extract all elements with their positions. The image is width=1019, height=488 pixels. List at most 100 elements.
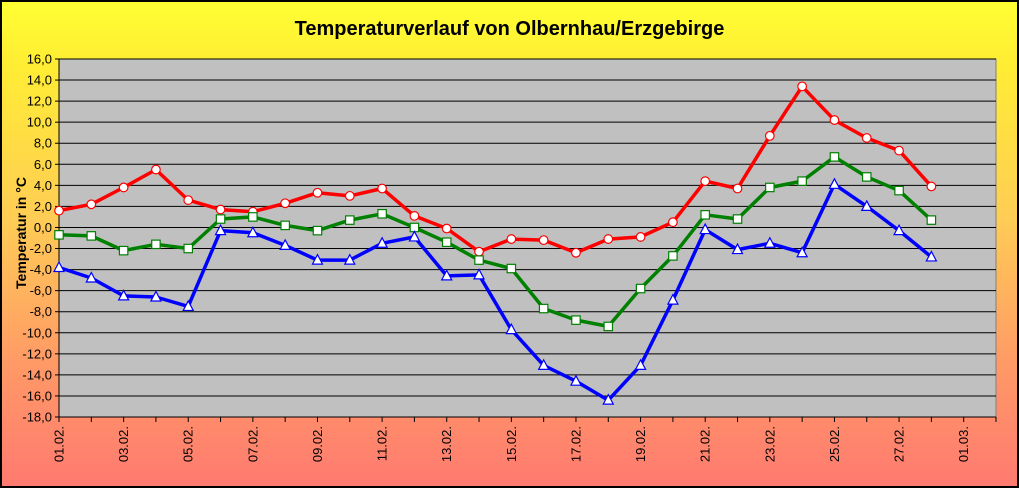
series-3-point bbox=[666, 293, 679, 305]
y-tick-label: -4,0 bbox=[30, 262, 52, 277]
y-tick-labels: 16,0 14,0 12,0 10,0 8,0 6,0 4,0 2,0 0,0 -2,0 -4,0 -… bbox=[22, 52, 52, 425]
x-tick-label: 25.02. bbox=[827, 426, 842, 462]
series-3-point bbox=[828, 177, 841, 189]
series-2-point bbox=[797, 176, 807, 186]
y-tick-label: 2,0 bbox=[34, 199, 52, 214]
series-3-point bbox=[505, 322, 518, 335]
series-1-point bbox=[506, 234, 517, 244]
series-1-point bbox=[280, 198, 291, 209]
x-tick-label: 09.02. bbox=[310, 426, 325, 462]
series-3-point bbox=[860, 199, 873, 212]
series-3-point bbox=[537, 358, 550, 371]
y-tick-label: 8,0 bbox=[34, 136, 52, 151]
series-3-point bbox=[85, 271, 98, 283]
series-3-point bbox=[731, 242, 744, 255]
series-2-point bbox=[571, 315, 581, 325]
series-1-point bbox=[926, 181, 937, 192]
series-line-1 bbox=[58, 84, 933, 255]
series-2-point bbox=[668, 251, 678, 261]
series-3-point bbox=[53, 260, 65, 273]
series-1-point bbox=[829, 115, 840, 125]
series-2-point bbox=[861, 172, 872, 182]
series-2-point bbox=[215, 214, 226, 224]
series-1-point bbox=[312, 187, 323, 198]
x-tick-label: 11.02. bbox=[375, 426, 390, 461]
x-tick-labels: 01.02. 03.02. 05.02. 07.02. 09.02. 11.02. 13.0… bbox=[52, 426, 972, 462]
series-2-point bbox=[506, 263, 517, 274]
series-3-point bbox=[117, 289, 130, 301]
series-1-point bbox=[54, 205, 64, 216]
series-3-point bbox=[699, 222, 712, 235]
series-1-point bbox=[118, 182, 129, 193]
series-2-point bbox=[248, 212, 258, 222]
series-2-point bbox=[118, 245, 129, 256]
series-1-point bbox=[474, 246, 484, 257]
series-3-point bbox=[182, 299, 195, 312]
series-3-point bbox=[925, 250, 938, 262]
chart-title: Temperaturverlauf von Olbernhau/Erzgebir… bbox=[294, 18, 725, 40]
series-1-point bbox=[667, 217, 678, 228]
y-tick-label: 0,0 bbox=[34, 220, 52, 235]
series-3-point bbox=[602, 393, 615, 405]
series-1-point bbox=[603, 234, 614, 244]
series-1-point bbox=[215, 204, 226, 215]
y-tick-label: 6,0 bbox=[34, 157, 52, 172]
series-3-point bbox=[343, 253, 356, 265]
x-tick-label: 19.02. bbox=[633, 426, 648, 462]
series-1-point bbox=[797, 81, 808, 92]
x-tick-label: 17.02. bbox=[568, 426, 583, 462]
series-2-point bbox=[829, 152, 840, 162]
series-1-point bbox=[894, 145, 904, 156]
series-3-point bbox=[279, 238, 292, 250]
series-3-point bbox=[149, 290, 162, 302]
y-tick-label: 12,0 bbox=[27, 94, 52, 109]
series-3-point bbox=[569, 374, 582, 386]
series-1-point bbox=[441, 223, 452, 234]
series-3-point bbox=[408, 230, 421, 242]
series-2-point bbox=[280, 220, 290, 231]
series-1-point bbox=[377, 183, 388, 194]
x-tick-label: 05.02. bbox=[181, 426, 196, 462]
series-1-point bbox=[571, 247, 581, 258]
series-2-point bbox=[441, 237, 452, 248]
series-3-point bbox=[440, 269, 453, 281]
series-3-point bbox=[376, 236, 389, 248]
series-2-point bbox=[732, 214, 743, 224]
x-tick-label: 01.03. bbox=[956, 426, 971, 462]
x-tick-label: 13.02. bbox=[439, 426, 454, 462]
series-1-point bbox=[764, 130, 775, 141]
y-tick-label: 14,0 bbox=[27, 73, 52, 88]
y-tick-label: -12,0 bbox=[22, 346, 52, 361]
series-3-point bbox=[473, 268, 486, 280]
y-tick-label: 16,0 bbox=[27, 52, 52, 67]
series-2-point bbox=[700, 210, 711, 220]
series-1-point bbox=[861, 133, 872, 143]
series-1-point bbox=[183, 195, 194, 205]
series-2-point bbox=[765, 182, 775, 193]
series-1-point bbox=[344, 190, 355, 201]
x-tick-label: 21.02. bbox=[698, 426, 713, 462]
y-tick-label: -16,0 bbox=[22, 388, 52, 403]
series-2-point bbox=[183, 243, 194, 254]
y-tick-label: -10,0 bbox=[22, 325, 52, 340]
series-3-point bbox=[246, 225, 259, 238]
series-line-2 bbox=[58, 155, 933, 329]
x-tick-label: 03.02. bbox=[116, 426, 131, 462]
series-2-point bbox=[926, 215, 937, 225]
series-2-point bbox=[54, 230, 64, 240]
series-lines bbox=[58, 84, 933, 402]
x-tick-label: 15.02. bbox=[504, 426, 519, 462]
series-1-point bbox=[86, 199, 97, 210]
x-tick-label: 07.02. bbox=[245, 426, 260, 462]
series-1-point bbox=[409, 210, 420, 221]
series-1-point bbox=[732, 183, 743, 194]
series-2-point bbox=[538, 303, 549, 314]
series-2-point bbox=[312, 225, 323, 236]
series-2-point bbox=[344, 215, 355, 225]
y-axis-label: Temperatur in °C bbox=[13, 177, 29, 289]
y-tick-label: -6,0 bbox=[30, 283, 52, 298]
series-1-point bbox=[700, 176, 711, 187]
y-tick-label: -14,0 bbox=[22, 367, 52, 382]
y-tick-label: 4,0 bbox=[34, 178, 52, 193]
